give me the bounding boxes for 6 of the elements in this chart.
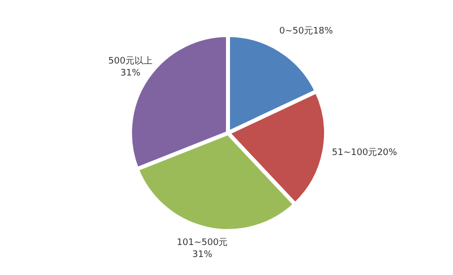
slice-label: 0~50元18% bbox=[279, 25, 334, 36]
slice-label: 500元以上 bbox=[108, 56, 152, 67]
data-label: 31% bbox=[192, 250, 213, 260]
data-label: 31% bbox=[120, 68, 141, 79]
slice-label: 51~100元20% bbox=[332, 147, 398, 158]
slice-label: 101~500元 bbox=[176, 237, 228, 248]
